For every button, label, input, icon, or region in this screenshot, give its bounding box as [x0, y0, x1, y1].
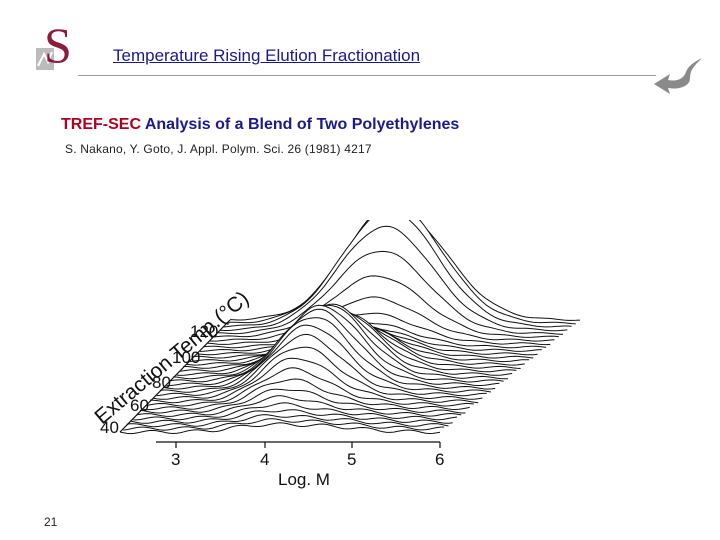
citation: S. Nakano, Y. Goto, J. Appl. Polym. Sci.… [65, 142, 372, 156]
surface-trace-line [206, 312, 551, 346]
heading-accent: TREF-SEC [61, 116, 141, 133]
surface-trace-line [163, 317, 496, 390]
surface-trace-line [133, 402, 458, 421]
surface-trace-line [159, 324, 491, 393]
title-divider [78, 75, 656, 76]
surface-trace-line [156, 333, 487, 397]
depth-tick-120: 120 [190, 322, 218, 341]
surface-trace-line [126, 414, 449, 428]
surface-traces [119, 220, 581, 435]
surface-trace-line [203, 321, 547, 349]
surface-trace-line [173, 304, 508, 380]
surface-trace-line [213, 275, 559, 338]
logo-leaf-icon [37, 51, 53, 67]
return-arrow-icon[interactable] [650, 56, 708, 96]
surface-trace-line [143, 378, 470, 411]
surface-trace-line [149, 357, 479, 404]
slide-title: Temperature Rising Elution Fractionation [113, 46, 421, 65]
surface-trace-line [223, 220, 572, 328]
surface-trace-line [216, 250, 564, 335]
depth-axis-line [119, 319, 231, 433]
slide-heading: TREF-SEC Analysis of a Blend of Two Poly… [61, 116, 459, 134]
university-logo: S [36, 18, 72, 73]
logo-letter: S [44, 18, 72, 73]
surface-trace-line [226, 220, 576, 325]
depth-tick-80: 80 [152, 373, 171, 392]
surface-trace-line [166, 308, 500, 387]
depth-tick-60: 60 [130, 396, 149, 415]
surface-trace-line [153, 346, 483, 400]
surface-trace-line [146, 367, 474, 407]
x-axis: 3 4 5 6 Log. M [156, 441, 444, 489]
depth-tick-40: 40 [100, 418, 119, 437]
surface-trace-line [136, 395, 462, 417]
surface-trace-line [176, 303, 513, 376]
surface-trace-line [119, 422, 441, 435]
tref-sec-surface-plot: 40 60 80 100 120 Extraction Temp.(°C) 3 … [90, 220, 581, 489]
x-tick-6: 6 [435, 450, 444, 469]
surface-trace-line [229, 220, 581, 321]
arrow-shape [654, 58, 702, 94]
surface-trace-line [209, 296, 555, 342]
x-axis-title: Log. M [278, 470, 330, 489]
surface-trace-line [129, 409, 453, 424]
x-tick-4: 4 [260, 450, 269, 469]
x-axis-ticks [175, 442, 441, 448]
page-number: 21 [44, 515, 58, 529]
surface-trace-line [169, 304, 504, 383]
surface-trace-line [219, 225, 568, 332]
surface-trace-line [123, 418, 445, 431]
surface-trace-fill [120, 422, 440, 435]
x-tick-5: 5 [347, 450, 356, 469]
logo-leaf-shape [36, 48, 54, 70]
depth-tick-100: 100 [172, 348, 200, 367]
x-tick-3: 3 [171, 450, 180, 469]
surface-trace-line [139, 388, 466, 414]
heading-text: Analysis of a Blend of Two Polyethylenes [141, 116, 460, 133]
